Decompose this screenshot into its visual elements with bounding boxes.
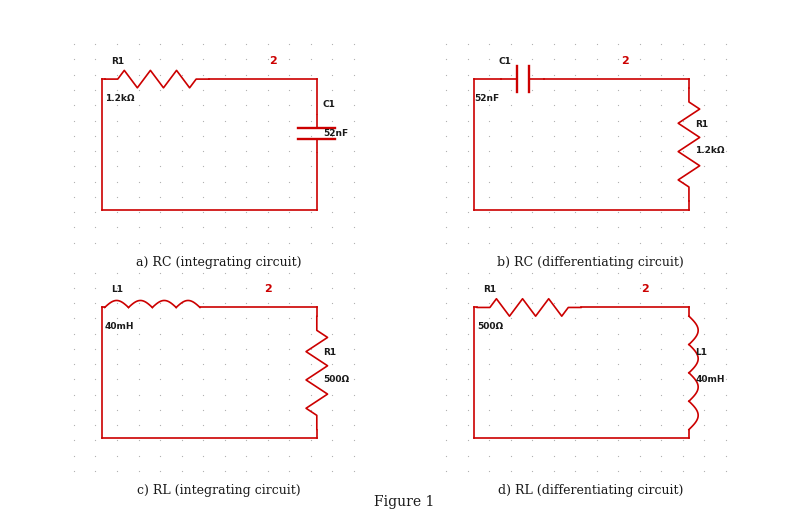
Text: 2: 2 [269, 56, 277, 66]
Text: Figure 1: Figure 1 [375, 495, 434, 509]
Text: R1: R1 [695, 120, 708, 129]
Text: 52nF: 52nF [474, 94, 499, 103]
Text: 52nF: 52nF [323, 129, 348, 138]
Text: R1: R1 [483, 285, 496, 294]
Text: 40mH: 40mH [695, 375, 725, 384]
Text: L1: L1 [695, 348, 707, 358]
Text: R1: R1 [323, 348, 336, 358]
Text: 2: 2 [642, 284, 649, 294]
Text: 1.2kΩ: 1.2kΩ [104, 94, 134, 103]
Text: C1: C1 [498, 57, 511, 66]
Text: R1: R1 [111, 57, 124, 66]
Text: 1.2kΩ: 1.2kΩ [695, 146, 725, 155]
Text: b) RC (differentiating circuit): b) RC (differentiating circuit) [498, 255, 684, 269]
Text: 500Ω: 500Ω [477, 322, 503, 331]
Text: c) RL (integrating circuit): c) RL (integrating circuit) [137, 484, 300, 497]
Text: 40mH: 40mH [104, 322, 134, 331]
Text: 2: 2 [621, 56, 629, 66]
Text: 500Ω: 500Ω [323, 375, 349, 384]
Text: d) RL (differentiating circuit): d) RL (differentiating circuit) [498, 484, 684, 497]
Text: L1: L1 [111, 285, 123, 294]
Text: 2: 2 [265, 284, 273, 294]
Text: a) RC (integrating circuit): a) RC (integrating circuit) [136, 255, 301, 269]
Text: C1: C1 [323, 101, 336, 110]
